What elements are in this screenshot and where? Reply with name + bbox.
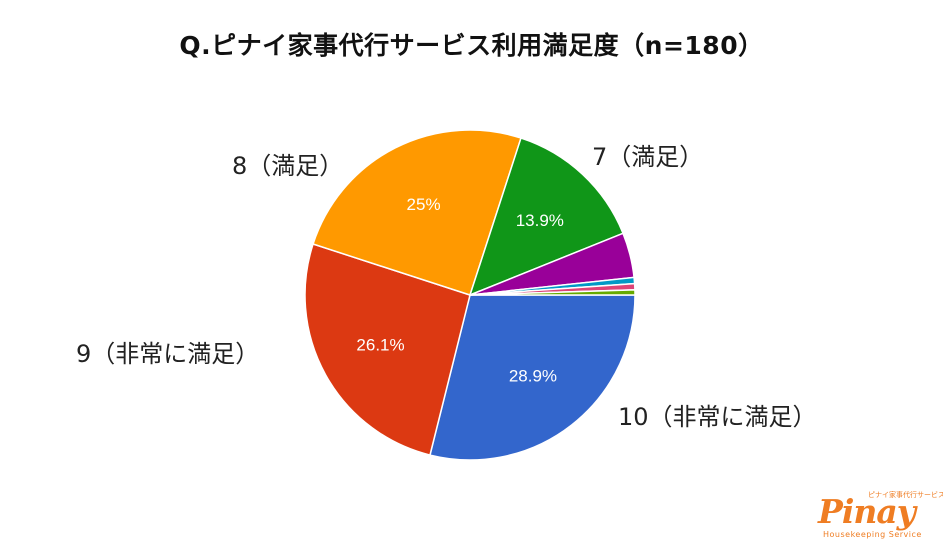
logo-tagline: ピナイ家事代行サービス [868,491,943,499]
logo-wordmark: Pinay [818,492,916,531]
chart-title: Q.ピナイ家事代行サービス利用満足度（n=180） [179,31,764,60]
pie-slice-0 [429,294,636,461]
slice-percent-label-1: 26.1% [356,336,404,355]
pie-slice-2 [312,129,522,296]
pie-slice-3 [468,137,625,297]
pie-slice-1 [304,243,471,456]
slice-label-9: 9（非常に満足） [76,340,260,368]
slice-label-10: 10（非常に満足） [618,403,817,431]
slice-percent-label-2: 25% [407,195,441,214]
slice-label-7: 7（満足） [592,143,704,171]
slice-label-8: 8（満足） [232,152,344,180]
pinay-logo: ピナイ家事代行サービス Pinay Housekeeping Service [818,488,943,539]
pie-slice-7 [469,289,636,296]
slice-percent-label-3: 13.9% [516,211,564,230]
logo-subtitle: Housekeeping Service [823,530,922,539]
slice-percent-label-0: 28.9% [509,367,557,386]
